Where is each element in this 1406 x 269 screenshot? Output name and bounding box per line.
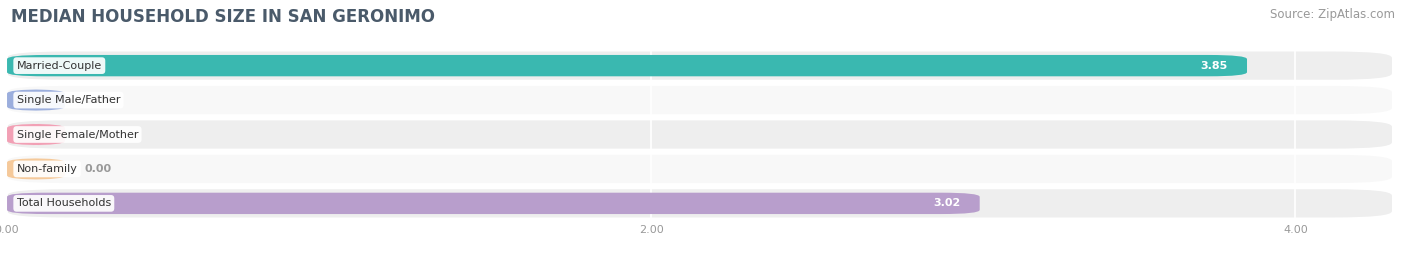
Text: Single Male/Father: Single Male/Father (17, 95, 120, 105)
FancyBboxPatch shape (7, 155, 1392, 183)
Text: Total Households: Total Households (17, 198, 111, 208)
FancyBboxPatch shape (7, 124, 65, 145)
Text: Single Female/Mother: Single Female/Mother (17, 129, 138, 140)
FancyBboxPatch shape (7, 55, 1247, 76)
FancyBboxPatch shape (7, 86, 1392, 114)
Text: Source: ZipAtlas.com: Source: ZipAtlas.com (1270, 8, 1395, 21)
FancyBboxPatch shape (7, 121, 1392, 148)
FancyBboxPatch shape (7, 158, 65, 180)
FancyBboxPatch shape (7, 89, 65, 111)
Text: 0.00: 0.00 (84, 95, 111, 105)
Text: 3.85: 3.85 (1201, 61, 1227, 71)
Text: Married-Couple: Married-Couple (17, 61, 103, 71)
Text: Non-family: Non-family (17, 164, 77, 174)
FancyBboxPatch shape (7, 52, 1392, 80)
FancyBboxPatch shape (7, 193, 980, 214)
Text: 0.00: 0.00 (84, 164, 111, 174)
Text: MEDIAN HOUSEHOLD SIZE IN SAN GERONIMO: MEDIAN HOUSEHOLD SIZE IN SAN GERONIMO (11, 8, 436, 26)
Text: 0.00: 0.00 (84, 129, 111, 140)
FancyBboxPatch shape (7, 189, 1392, 217)
Text: 3.02: 3.02 (934, 198, 960, 208)
